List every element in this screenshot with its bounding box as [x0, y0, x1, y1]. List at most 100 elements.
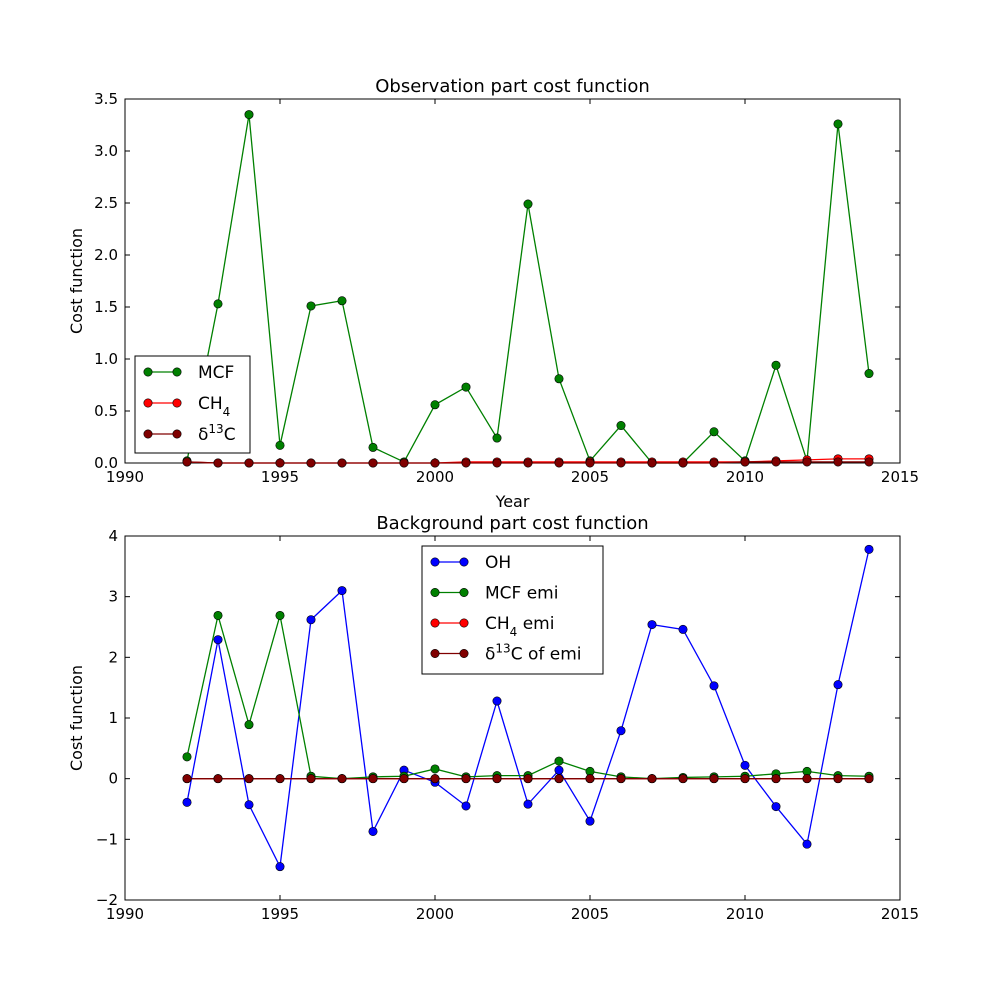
- series-0: [182, 544, 874, 872]
- data-point: [244, 110, 254, 120]
- legend-name: MCF emi: [485, 584, 558, 604]
- data-point: [523, 458, 533, 468]
- x-tick-label: 2000: [416, 468, 454, 486]
- data-point: [182, 457, 192, 467]
- data-point: [461, 774, 471, 784]
- data-point: [213, 774, 223, 784]
- data-point: [275, 440, 285, 450]
- background-chart: Background part cost function 1990 1995 200…: [67, 513, 919, 923]
- data-point: [740, 457, 750, 467]
- legend-name: CH: [485, 614, 510, 634]
- data-point: [182, 774, 192, 784]
- data-point: [864, 457, 874, 467]
- legend-marker: [430, 557, 440, 567]
- data-point: [523, 199, 533, 209]
- data-point: [244, 458, 254, 468]
- y-tick-label: 2: [108, 648, 118, 666]
- data-point: [368, 774, 378, 784]
- data-point: [771, 360, 781, 370]
- legend-entry: OH: [430, 553, 511, 573]
- data-point: [461, 458, 471, 468]
- data-point: [492, 774, 502, 784]
- data-point: [771, 802, 781, 812]
- x-tick-label: 1990: [106, 905, 144, 923]
- data-point: [244, 800, 254, 810]
- data-point: [585, 458, 595, 468]
- y-tick-label: 1.5: [94, 298, 118, 316]
- legend-marker: [143, 429, 153, 439]
- data-point: [802, 839, 812, 849]
- observation-chart: Observation part cost function 1990 1995 20…: [67, 76, 919, 511]
- data-point: [244, 720, 254, 730]
- legend-marker: [459, 618, 469, 628]
- data-point: [306, 301, 316, 311]
- y-axis-label: Cost function: [67, 228, 86, 334]
- data-point: [430, 400, 440, 410]
- data-point: [740, 760, 750, 770]
- data-point: [275, 610, 285, 620]
- data-point: [647, 620, 657, 630]
- series-2: [182, 457, 874, 468]
- legend-box: [421, 545, 604, 675]
- y-tick-label: −1: [96, 830, 118, 848]
- legend-label: CH4: [198, 394, 230, 419]
- y-tick-label: 4: [108, 527, 118, 545]
- data-point: [523, 799, 533, 809]
- data-point: [182, 797, 192, 807]
- legend-marker: [459, 648, 469, 658]
- data-point: [244, 774, 254, 784]
- data-point: [213, 610, 223, 620]
- x-tick-label: 1990: [106, 468, 144, 486]
- data-point: [585, 774, 595, 784]
- data-point: [709, 427, 719, 437]
- x-tick-label: 2005: [571, 468, 609, 486]
- data-point: [306, 458, 316, 468]
- data-point: [337, 296, 347, 306]
- data-point: [461, 382, 471, 392]
- legend-prefix: δ: [198, 425, 208, 445]
- data-point: [833, 119, 843, 129]
- data-point: [368, 826, 378, 836]
- data-point: [616, 421, 626, 431]
- data-point: [678, 624, 688, 634]
- legend-label: MCF emi: [485, 584, 558, 604]
- data-point: [213, 299, 223, 309]
- y-tick-label: 2.0: [94, 246, 118, 264]
- data-point: [771, 774, 781, 784]
- y-tick-label: 2.5: [94, 194, 118, 212]
- chart-title: Background part cost function: [376, 513, 648, 534]
- data-point: [399, 774, 409, 784]
- legend: OH MCF emi CH4 emi δ13C of emi: [421, 545, 604, 675]
- y-tick-label: 0.5: [94, 402, 118, 420]
- data-point: [833, 774, 843, 784]
- data-point: [213, 635, 223, 645]
- y-tick-label: 0.0: [94, 454, 118, 472]
- data-point: [554, 374, 564, 384]
- legend-entry: CH4: [143, 394, 230, 419]
- data-point: [430, 458, 440, 468]
- data-point: [368, 458, 378, 468]
- data-point: [275, 862, 285, 872]
- y-tick-label: −2: [96, 891, 118, 909]
- data-point: [368, 442, 378, 452]
- legend-marker: [459, 587, 469, 597]
- legend-marker: [430, 648, 440, 658]
- data-point: [864, 774, 874, 784]
- legend-marker: [430, 587, 440, 597]
- x-axis-label: Year: [495, 492, 530, 511]
- data-point: [647, 458, 657, 468]
- legend-label: OH: [485, 553, 511, 573]
- y-tick-label: 3.5: [94, 90, 118, 108]
- data-point: [709, 681, 719, 691]
- data-point: [275, 774, 285, 784]
- data-point: [678, 458, 688, 468]
- legend-entry: CH4 emi: [430, 614, 554, 639]
- x-tick-label: 1995: [261, 905, 299, 923]
- y-tick-label: 3.0: [94, 142, 118, 160]
- legend-label: δ13C: [198, 422, 236, 445]
- legend-superscript: 13: [208, 422, 223, 436]
- data-point: [492, 458, 502, 468]
- legend-label: CH4 emi: [485, 614, 554, 639]
- data-point: [275, 458, 285, 468]
